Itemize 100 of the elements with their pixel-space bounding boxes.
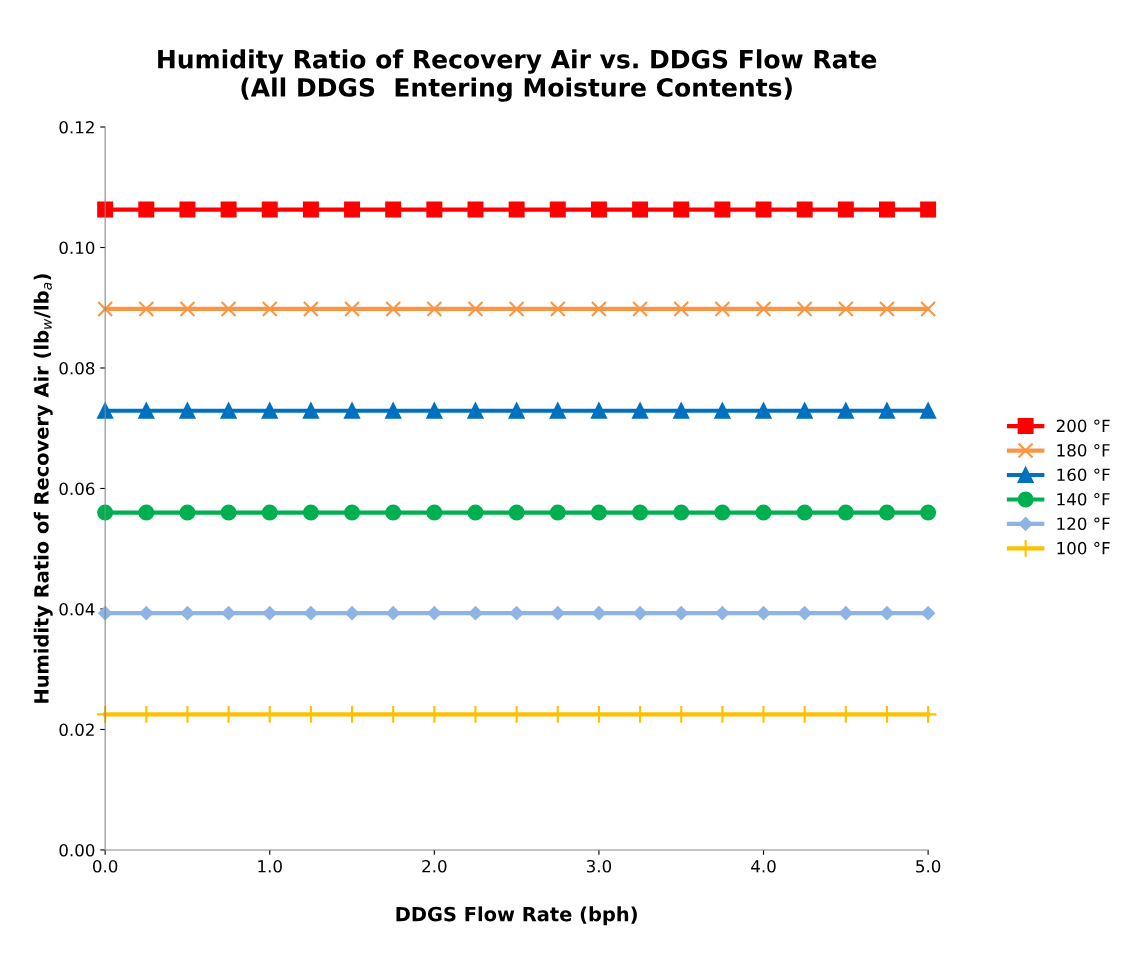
point	[878, 504, 895, 521]
point	[261, 300, 278, 317]
point	[632, 504, 649, 521]
point	[549, 402, 566, 419]
point	[920, 504, 937, 521]
point	[385, 300, 402, 317]
x-tick-label: 2.0	[422, 859, 447, 873]
point	[427, 606, 442, 621]
point	[755, 402, 772, 419]
point	[426, 504, 443, 521]
point	[385, 201, 402, 218]
point	[220, 201, 237, 218]
point	[673, 201, 690, 218]
point	[880, 606, 894, 621]
point	[508, 402, 525, 419]
point	[878, 201, 895, 218]
point	[138, 504, 155, 521]
point	[138, 201, 155, 218]
point	[837, 402, 854, 419]
legend-label: 100 °F	[1057, 541, 1110, 555]
point	[302, 402, 319, 419]
point	[797, 606, 812, 621]
point	[920, 402, 937, 419]
point	[632, 201, 649, 218]
point	[138, 300, 155, 317]
point	[838, 606, 853, 621]
point	[837, 201, 854, 218]
point	[590, 402, 607, 419]
point	[97, 402, 114, 419]
point	[385, 504, 402, 521]
point	[138, 402, 155, 419]
point	[592, 606, 606, 621]
x-tick-label: 0.0	[93, 859, 118, 873]
point	[673, 402, 690, 419]
point	[715, 606, 730, 621]
point	[344, 201, 361, 218]
point	[796, 504, 813, 521]
y-tick-label: 0.02	[59, 723, 94, 737]
point	[344, 300, 361, 317]
point	[920, 201, 937, 218]
point	[714, 300, 731, 317]
point	[302, 504, 319, 521]
y-axis-title: Humidity Ratio of Recovery Air (lb$_{w}$/lb$_{a}$)	[33, 274, 53, 703]
point	[467, 402, 484, 419]
point	[837, 300, 854, 317]
point	[878, 300, 895, 317]
point	[302, 300, 319, 317]
x-tick-label: 3.0	[586, 859, 612, 873]
point	[508, 300, 525, 317]
point	[590, 201, 607, 218]
point	[386, 606, 401, 621]
y-tick-label: 0.00	[59, 843, 95, 857]
point	[262, 606, 277, 621]
point	[755, 201, 772, 218]
point	[261, 504, 278, 521]
point	[508, 201, 525, 218]
point	[796, 201, 813, 218]
point	[426, 201, 443, 218]
chart-title: Humidity Ratio of Recovery Air vs. DDGS Flow Rate (All DDGS Entering Moisture Contents)	[158, 49, 877, 102]
point	[179, 504, 196, 521]
point	[796, 402, 813, 419]
point	[344, 504, 361, 521]
point	[467, 300, 484, 317]
point	[509, 606, 524, 621]
legend-label: 120 °F	[1057, 517, 1110, 531]
point	[590, 300, 607, 317]
point	[302, 201, 319, 218]
point	[755, 300, 772, 317]
point	[220, 300, 237, 317]
point	[632, 300, 649, 317]
point	[179, 300, 196, 317]
point	[139, 606, 154, 621]
point	[220, 402, 237, 419]
point	[220, 504, 237, 521]
point	[261, 201, 278, 218]
point	[180, 606, 195, 621]
y-tick-label: 0.06	[59, 482, 95, 496]
point	[549, 201, 566, 218]
y-tick-label: 0.12	[59, 120, 94, 134]
legend-label: 160 °F	[1057, 468, 1110, 482]
point	[467, 504, 484, 521]
point	[426, 402, 443, 419]
point	[467, 201, 484, 218]
point	[550, 606, 565, 621]
point	[755, 504, 772, 521]
point	[508, 504, 525, 521]
x-tick-label: 4.0	[751, 859, 776, 873]
point	[714, 504, 731, 521]
point	[97, 300, 114, 317]
point	[97, 504, 114, 521]
point	[261, 402, 278, 419]
point	[97, 201, 114, 218]
point	[303, 606, 318, 621]
point	[221, 606, 236, 621]
point	[98, 606, 113, 621]
point	[878, 402, 895, 419]
point	[921, 606, 936, 621]
point	[632, 402, 649, 419]
point	[633, 606, 648, 621]
point	[837, 504, 854, 521]
